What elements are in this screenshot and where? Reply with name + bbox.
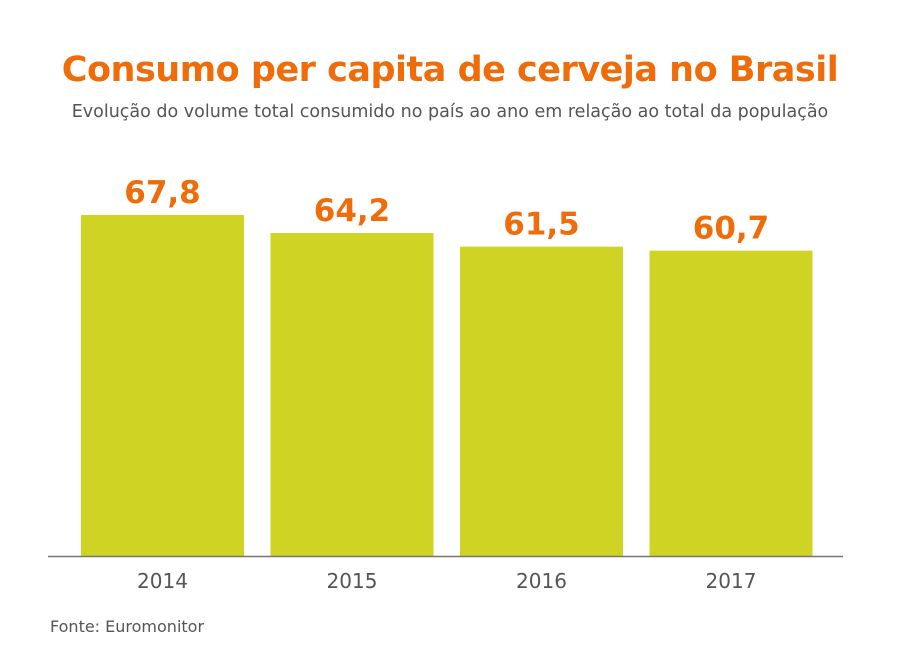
- bar-2016: [460, 246, 623, 556]
- source-note: Fonte: Euromonitor: [50, 617, 205, 636]
- x-tick-label: 2015: [327, 569, 378, 593]
- chart-subtitle: Evolução do volume total consumido no pa…: [71, 102, 829, 122]
- data-label: 61,5: [503, 207, 580, 243]
- bar-chart: 67,8 2014 64,2 2015 61,5 2016 60,7 2017: [48, 175, 843, 593]
- x-tick-label: 2017: [706, 569, 757, 593]
- data-label: 64,2: [314, 193, 391, 229]
- data-label: 67,8: [124, 175, 201, 211]
- bar-2014: [81, 214, 244, 556]
- bar-2015: [270, 233, 434, 556]
- bar-2017: [649, 250, 813, 556]
- data-label: 60,7: [693, 211, 770, 247]
- x-tick-label: 2016: [516, 569, 567, 593]
- x-tick-label: 2014: [137, 569, 188, 593]
- chart-title: Consumo per capita de cerveja no Brasil: [61, 50, 839, 90]
